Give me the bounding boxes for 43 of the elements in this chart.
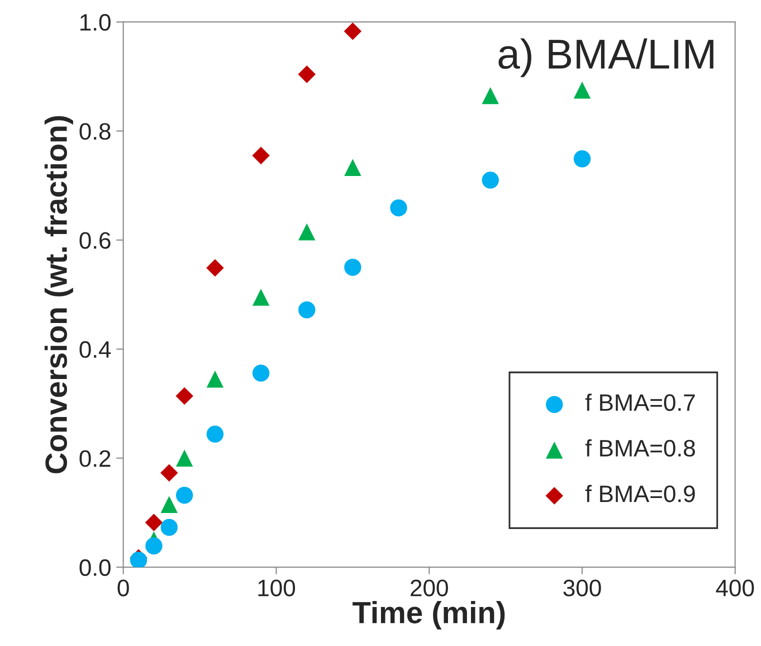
annotation: a) BMA/LIM <box>498 38 714 78</box>
point <box>252 364 270 382</box>
point <box>206 259 224 277</box>
point <box>344 258 362 276</box>
y-tick-label: 1.0 <box>80 14 111 31</box>
y-tick-label: 0.2 <box>80 450 110 467</box>
legend-label: f BMA=0.7 <box>585 394 695 411</box>
point <box>206 426 224 443</box>
y-axis-title: Conversion (wt. fraction) <box>44 116 74 474</box>
legend-label: f BMA=0.8 <box>585 439 695 457</box>
point <box>130 552 148 568</box>
x-tick-label: 400 <box>716 580 754 596</box>
point <box>160 496 178 513</box>
point <box>482 172 499 189</box>
x-tick-label: 200 <box>410 580 448 596</box>
x-tick-label: 0 <box>118 580 129 596</box>
point <box>298 223 316 240</box>
point <box>206 370 224 388</box>
point <box>574 150 591 168</box>
x-axis-title: Time (min) <box>352 601 505 630</box>
y-tick-label: 0.4 <box>80 341 111 358</box>
point <box>145 537 162 554</box>
point <box>252 288 270 306</box>
point <box>298 66 316 84</box>
y-tick-label: 0.8 <box>80 123 110 140</box>
point <box>574 82 591 99</box>
y-tick-label: 0.0 <box>80 559 111 576</box>
point <box>298 301 316 318</box>
point <box>176 486 193 504</box>
y-tick-label: 0.6 <box>80 232 110 249</box>
point <box>252 146 270 164</box>
point <box>176 450 193 467</box>
point <box>145 514 163 532</box>
point <box>482 87 499 104</box>
point <box>344 159 362 176</box>
point <box>344 22 362 40</box>
point <box>390 199 408 216</box>
point <box>160 464 178 482</box>
point <box>160 518 178 536</box>
x-tick-label: 300 <box>563 580 601 596</box>
x-tick-label: 100 <box>258 580 296 596</box>
legend-label: f BMA=0.9 <box>585 484 695 502</box>
point <box>176 387 194 405</box>
